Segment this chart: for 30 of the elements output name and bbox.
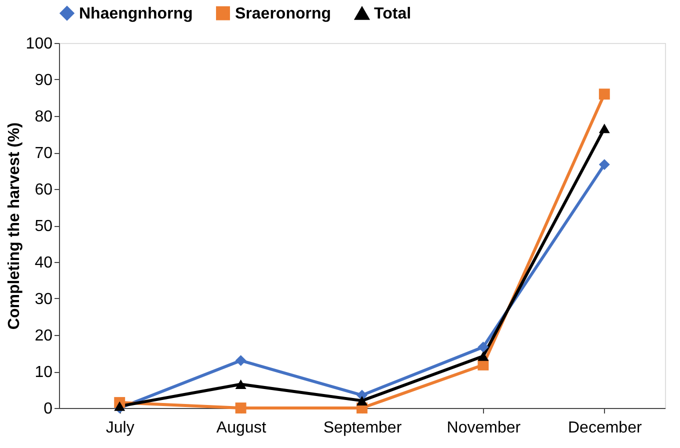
- point: [356, 396, 368, 406]
- point: [478, 351, 489, 361]
- y-tick-label: 50: [34, 218, 53, 235]
- y-tick-label: 60: [34, 182, 53, 198]
- y-tick-label: 20: [34, 328, 53, 344]
- y-axis-title: Completing the harvest (%): [6, 122, 23, 330]
- x-tick-label: July: [106, 420, 134, 436]
- point: [478, 342, 489, 353]
- y-tick-label: 40: [34, 254, 53, 272]
- y-tick-label: 90: [34, 72, 53, 89]
- point: [235, 380, 246, 390]
- y-tick-label: 30: [34, 291, 53, 308]
- x-tick-label: November: [446, 420, 522, 436]
- y-tick-label: 10: [34, 364, 53, 381]
- legend-label: Nhaengnhorng: [79, 5, 193, 22]
- point: [598, 88, 610, 100]
- y-tick-label: 80: [34, 108, 53, 126]
- x-tick-label: September: [323, 420, 402, 436]
- point: [235, 402, 246, 414]
- point: [235, 355, 246, 366]
- point: [598, 124, 610, 134]
- legend-label: Total: [374, 6, 412, 23]
- point: [598, 159, 610, 170]
- y-tick-label: 0: [44, 400, 53, 418]
- y-tick-label: 100: [26, 36, 53, 52]
- point: [114, 401, 126, 411]
- legend-label: Sraeronorng: [235, 5, 332, 22]
- x-tick-label: December: [568, 420, 642, 436]
- x-tick-label: August: [216, 420, 267, 436]
- y-tick-label: 70: [34, 145, 53, 162]
